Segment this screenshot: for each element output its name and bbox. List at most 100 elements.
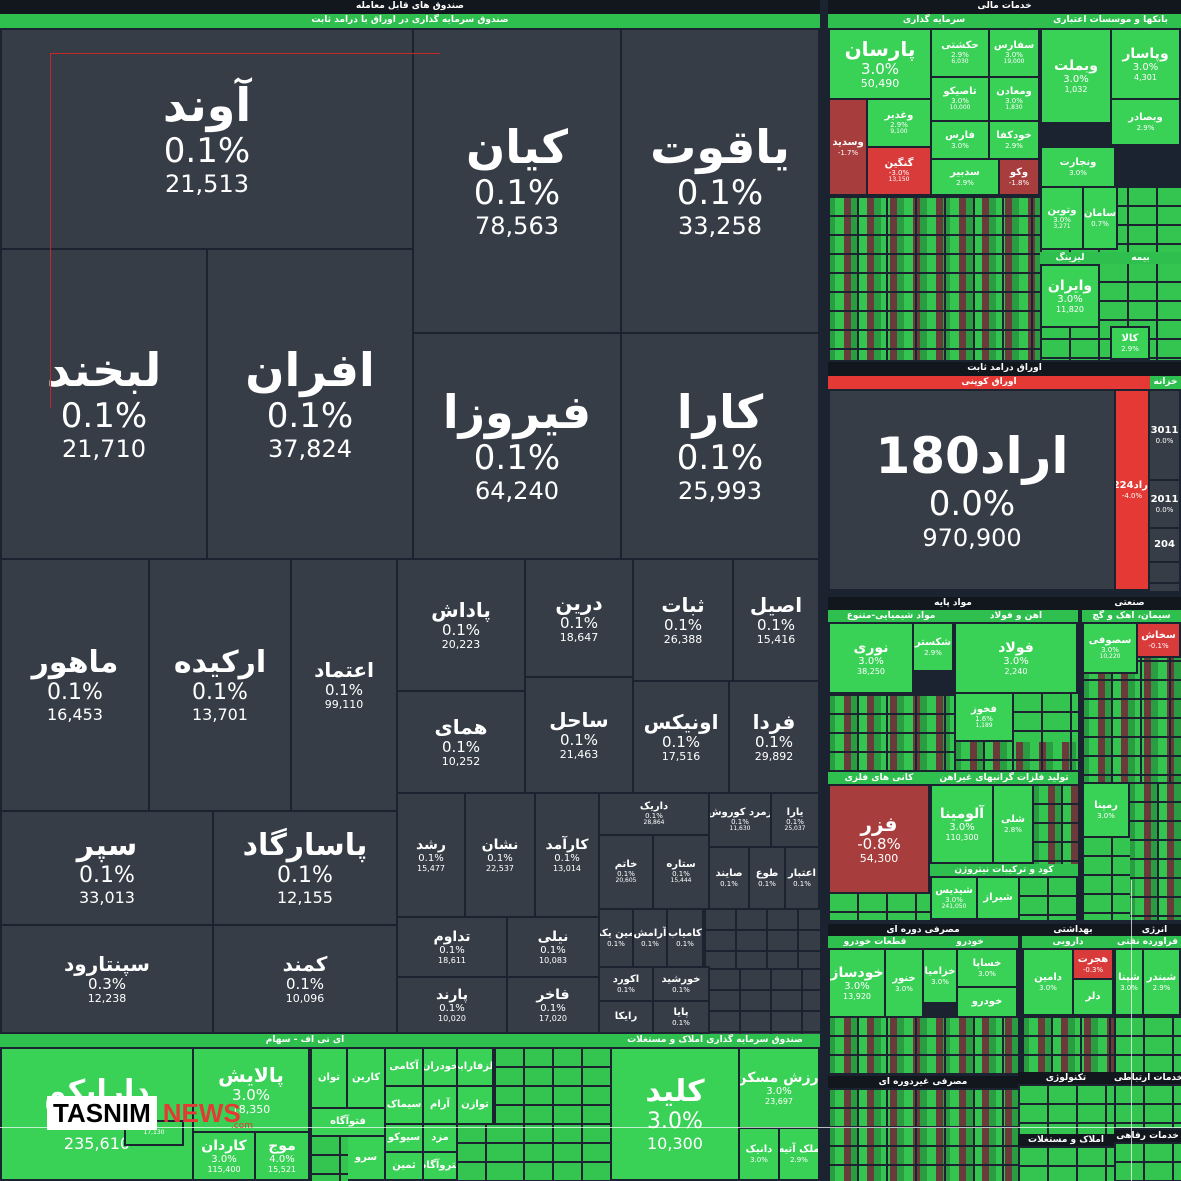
tile-akami[interactable]: آکامی [384,1047,424,1087]
tile-labkhand[interactable]: لبخند 0.1% 21,710 [0,248,208,560]
tile-fars[interactable]: فارس 3.0% [930,120,990,160]
tile-orkide[interactable]: ارکیده 0.1% 13,701 [148,558,292,812]
tile-petroagah[interactable]: پتروآگاه [422,1151,458,1181]
tile-shidis[interactable]: شیدیس 3.0% 241,050 [930,876,978,920]
tile-erad180[interactable]: اراد180 0.0% 970,900 [828,389,1116,591]
tile-mazd[interactable]: مزد [422,1123,458,1153]
tile-yaqut[interactable]: یاقوت 0.1% 33,258 [620,28,820,334]
tile-afran[interactable]: افران 0.1% 37,824 [206,248,414,560]
tile-hejrat[interactable]: هجرت -0.3% [1072,948,1114,980]
tile-kamand[interactable]: کمند 0.1% 10,096 [212,924,398,1034]
tile-vmaaden[interactable]: ومعادن 3.0% 1,830 [988,76,1040,122]
tile-bond-3011[interactable]: 3011 0.0% [1148,389,1181,481]
tile-padash[interactable]: پاداش 0.1% 20,223 [396,558,526,692]
tile-sesoufi[interactable]: سصوفی 3.0% 10,220 [1082,622,1138,674]
tile-yara[interactable]: یارا 0.1% 25,037 [770,792,820,848]
tile-damin[interactable]: دامین 3.0% [1022,948,1074,1016]
tile-dorin[interactable]: درین 0.1% 18,647 [524,558,634,678]
tile-firuza[interactable]: فیروزا 0.1% 64,240 [412,332,622,560]
tile-khodro[interactable]: خودرو [956,986,1018,1018]
tile-etemad[interactable]: اعتماد 0.1% 99,110 [290,558,398,812]
tile-vairan[interactable]: وایران 3.0% 11,820 [1040,264,1100,328]
tile-bond-204[interactable]: 204 [1148,527,1181,563]
tile-darik[interactable]: داریک 0.1% 28,864 [598,792,710,836]
tile-shiraz[interactable]: شیراز [976,876,1020,920]
tile-alumina[interactable]: آلومینا 3.0% 110,300 [930,784,994,864]
tile-sayand[interactable]: صایند 0.1% [708,846,750,910]
tile-karin[interactable]: کارین [346,1047,386,1109]
tile-sadbir[interactable]: سدبیر 2.9% [930,158,1000,196]
tile-farda[interactable]: فردا 0.1% 29,892 [728,680,820,794]
tile-kara[interactable]: کارا 0.1% 25,993 [620,332,820,560]
tile-vtejarat[interactable]: ونجارت 3.0% [1040,146,1116,188]
tile-vpasar[interactable]: وپاسار 3.0% 4,301 [1110,28,1181,100]
tile-setare[interactable]: ستاره 0.1% 15,444 [652,834,710,910]
tile-parsan[interactable]: پارسان 3.0% 50,490 [828,28,932,100]
tile-fotoagah[interactable]: فتوآگاه [310,1107,386,1137]
tile-parand[interactable]: پارند 0.1% 10,020 [396,976,508,1034]
tile-vako[interactable]: وکو -1.8% [998,158,1040,196]
tile-khanvar[interactable]: خنور 3.0% [884,948,924,1018]
tile-tavazon[interactable]: توازن [456,1085,494,1125]
tile-khorshid[interactable]: خورشید 0.1% [652,966,710,1002]
tile-palayesh[interactable]: پالایش 3.0% 18,350 [192,1047,310,1133]
tile-saman[interactable]: سامان 0.7% [1082,186,1118,250]
tile-kian[interactable]: کیان 0.1% 78,563 [412,28,622,334]
tile-tavan[interactable]: توان [310,1047,348,1109]
tile-kamyab[interactable]: کامیاب 0.1% [666,908,704,968]
tile-accord[interactable]: اکورد 0.1% [598,966,654,1002]
tile-rayka[interactable]: رایکا [598,1000,654,1034]
tile-paya[interactable]: پایا 0.1% [652,1000,710,1034]
tile-kelid[interactable]: کلید 3.0% 10,300 [610,1047,740,1181]
tile-karamad[interactable]: کارآمد 0.1% 13,014 [534,792,600,918]
tile-avand[interactable]: آوند 0.1% 21,513 [0,28,414,250]
tile-vbemellat[interactable]: وبملت 3.0% 1,032 [1040,28,1112,124]
tile-rampna[interactable]: رمپنا 3.0% [1082,782,1130,838]
tile-bond-2011[interactable]: 2011 0.0% [1148,479,1181,529]
tile-erad224[interactable]: اراد224 -4.0% [1114,389,1150,591]
tile-aram[interactable]: آرام [422,1085,458,1125]
tile-khatam[interactable]: خاتم 0.1% 20,605 [598,834,654,910]
tile-dalar[interactable]: دلر [1072,978,1114,1016]
tile-fazar[interactable]: فزر -0.8% 54,300 [828,784,930,894]
tile-simak[interactable]: سیماک [384,1085,424,1125]
tile-gengin[interactable]: گنگین -3.0% 13,150 [866,146,932,196]
tile-aramesh[interactable]: آرامش 0.1% [632,908,668,968]
tile-sheli[interactable]: شلی 2.8% [992,784,1034,864]
tile-shepna[interactable]: شپنا 3.0% [1114,948,1144,1016]
tile-pasargad[interactable]: پاسارگاد 0.1% 12,155 [212,810,398,926]
tile-nili[interactable]: نیلی 0.1% 10,083 [506,916,600,978]
tile-onyx[interactable]: اونیکس 0.1% 17,516 [632,680,730,794]
tile-felzfarabi[interactable]: فلزفارابی [456,1047,494,1087]
tile-neshan[interactable]: نشان 0.1% 22,537 [464,792,536,918]
tile-mahour[interactable]: ماهور 0.1% 16,453 [0,558,150,812]
tile-fakhouz[interactable]: فخوز 1.6% 1,189 [954,692,1014,742]
tile-khodran[interactable]: خودران [422,1047,458,1087]
tile-samin[interactable]: ثمین [384,1151,424,1181]
tile-foolad[interactable]: فولاد 3.0% 2,240 [954,622,1078,694]
tile-asil[interactable]: اصیل 0.1% 15,416 [732,558,820,682]
tile-melk-atiye[interactable]: ملک آتیه 2.9% [778,1127,820,1181]
tile-khsapa[interactable]: خساپا 3.0% [956,948,1018,988]
tile-arzesh-maskan[interactable]: ارزش مسکن 3.0% 23,697 [738,1047,820,1129]
tile-tadavom[interactable]: تداوم 0.1% 18,611 [396,916,508,978]
tile-amin-yekom[interactable]: امین یکم0.1% [598,908,634,968]
tile-shebandar[interactable]: شبندر 2.9% [1142,948,1181,1016]
tile-vtovin[interactable]: وتوین 3.0% 3,271 [1040,186,1084,250]
tile-zomorod[interactable]: زمرد کوروش 0.1% 11,630 [708,792,772,848]
tile-mowj[interactable]: موج 4.0% 15,521 [254,1131,310,1181]
tile-homay[interactable]: همای 0.1% 10,252 [396,690,526,794]
tile-tolou[interactable]: طوع 0.1% [748,846,786,910]
tile-hakeshti[interactable]: حکشتی 2.9% 6,030 [930,28,990,78]
tile-sakhash[interactable]: سخاش -0.1% [1136,622,1181,658]
tile-sefars[interactable]: سفارس 3.0% 19,000 [988,28,1040,78]
tile-vsadid[interactable]: وسدید -1.7% [828,98,868,196]
tile-khodsaz[interactable]: خودساز 3.0% 13,920 [828,948,886,1018]
tile-sahel[interactable]: ساحل 0.1% 21,463 [524,676,634,794]
tile-khodkafa[interactable]: خودکفا 2.9% [988,120,1040,160]
tile-danik[interactable]: دانیک 3.0% [738,1127,780,1181]
tile-kardan[interactable]: کاردان 3.0% 115,400 [192,1131,256,1181]
tile-separ[interactable]: سپر 0.1% 33,013 [0,810,214,926]
tile-fakher[interactable]: فاخر 0.1% 17,020 [506,976,600,1034]
tile-sarv[interactable]: سرو [346,1135,386,1181]
